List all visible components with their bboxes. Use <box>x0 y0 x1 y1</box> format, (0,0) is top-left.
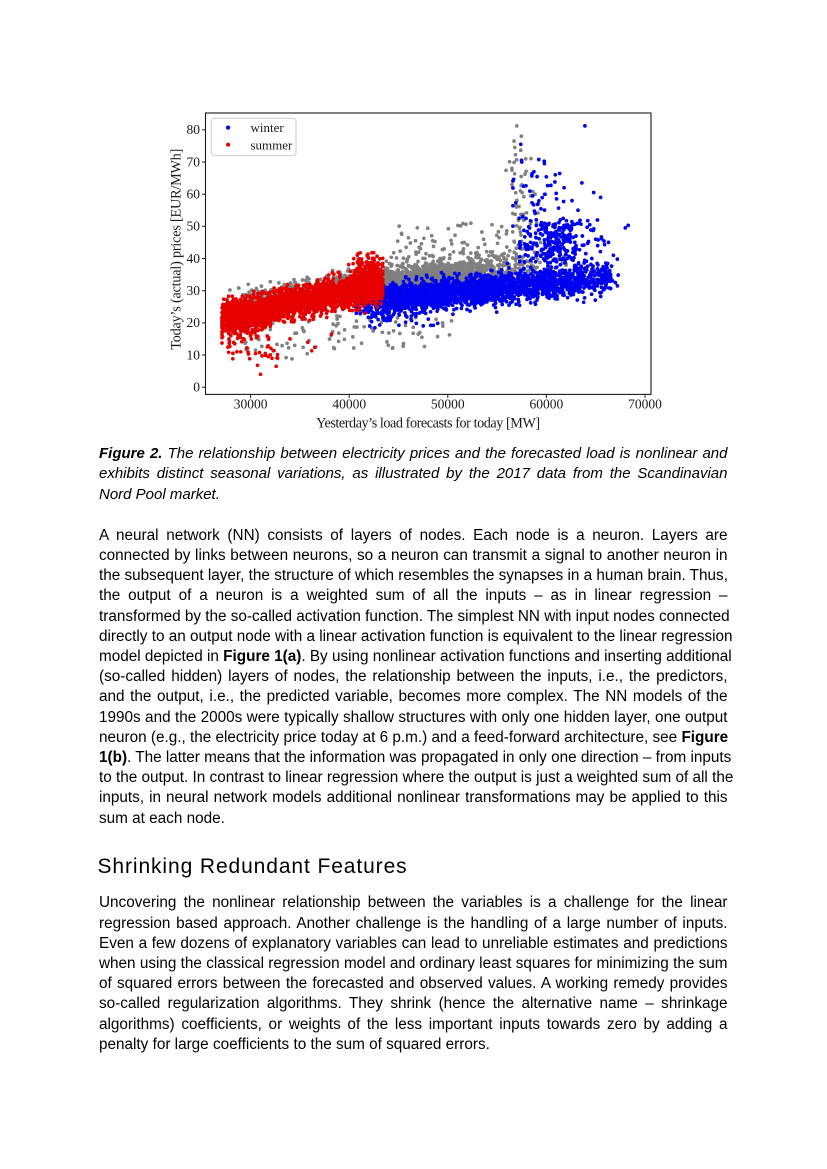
svg-text:10: 10 <box>187 347 201 362</box>
svg-text:30000: 30000 <box>234 396 268 411</box>
svg-text:40: 40 <box>187 251 201 266</box>
svg-text:20: 20 <box>187 315 201 330</box>
svg-text:60000: 60000 <box>530 396 564 411</box>
svg-text:50: 50 <box>187 219 201 234</box>
svg-text:40000: 40000 <box>332 396 366 411</box>
svg-text:summer: summer <box>251 137 294 152</box>
svg-text:70000: 70000 <box>628 396 662 411</box>
svg-text:70: 70 <box>187 154 201 169</box>
svg-text:60: 60 <box>187 187 201 202</box>
svg-text:30: 30 <box>187 283 201 298</box>
svg-text:Yesterday’s load forecasts for: Yesterday’s load forecasts for today [MW… <box>316 416 540 432</box>
svg-text:80: 80 <box>187 122 201 137</box>
svg-text:Today’s (actual) prices [EUR/M: Today’s (actual) prices [EUR/MWh] <box>169 149 185 350</box>
svg-text:0: 0 <box>193 380 200 395</box>
svg-text:50000: 50000 <box>431 396 465 411</box>
svg-text:winter: winter <box>251 120 285 135</box>
